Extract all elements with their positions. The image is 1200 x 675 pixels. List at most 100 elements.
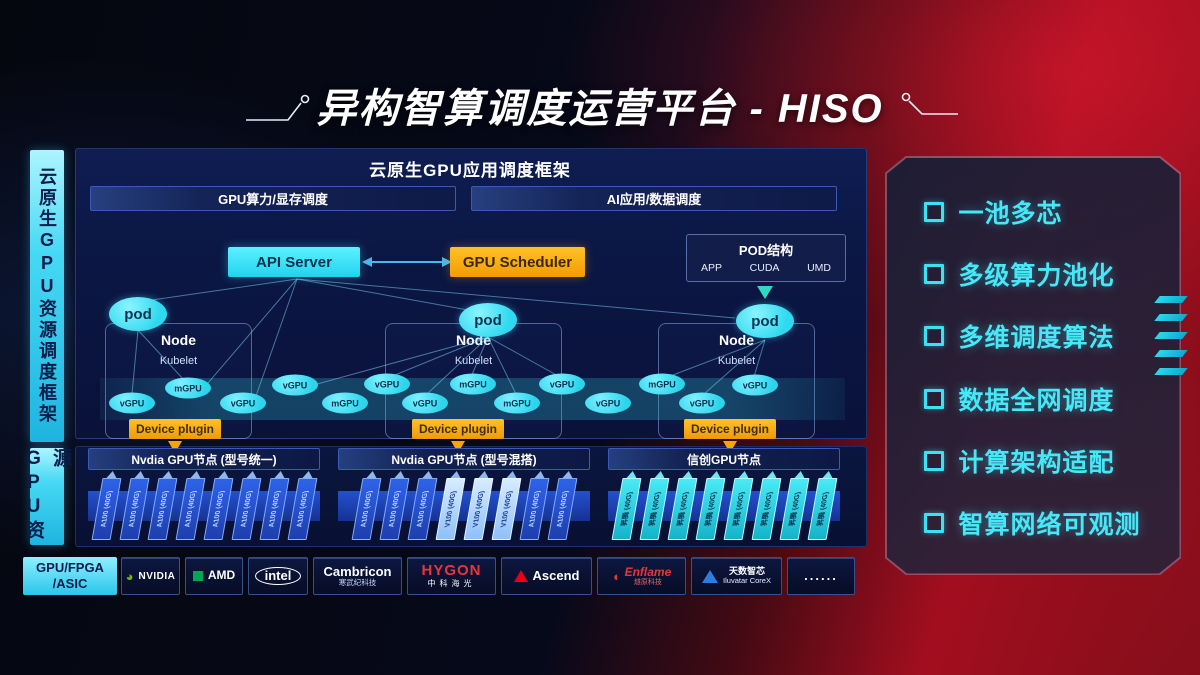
- gpu-card-label: A100 (40G): [359, 490, 373, 528]
- gpu-unit-ellipse: vGPU: [732, 374, 778, 396]
- chip-label-line2: /ASIC: [52, 576, 88, 591]
- device-plugin-1: Device plugin: [129, 419, 221, 439]
- gpu-card: V100 (40G): [435, 478, 465, 540]
- sidebar-gpu-resources: GPU资源: [23, 448, 71, 545]
- vendor-nvidia: ◕ NVIDIA: [121, 557, 180, 595]
- gpu-card-label: A100 (40G): [155, 490, 169, 528]
- gpu-unit-ellipse: vGPU: [679, 392, 725, 414]
- vendor-ascend: Ascend: [501, 557, 592, 595]
- iluvatar-logo-icon: [702, 569, 719, 583]
- gpu-card-label: 昇腾 (40G): [619, 491, 634, 527]
- gpu-card: 昇腾 (40G): [611, 478, 641, 540]
- vendor-cambricon: Cambricon 寒武纪科技: [313, 557, 402, 595]
- gpu-card: 昇腾 (40G): [695, 478, 725, 540]
- gpu-cards: 昇腾 (40G) 昇腾 (40G) 昇腾 (40G) 昇腾 (40G) 昇腾 (40G)…: [608, 478, 840, 540]
- square-bullet-icon: [923, 450, 944, 471]
- vendor-text: Cambricon 寒武纪科技: [324, 564, 392, 588]
- vendor-name: Enflame: [624, 564, 672, 579]
- gpu-card-label: 昇腾 (40G): [703, 491, 718, 527]
- vendor-text: NVIDIA: [138, 571, 175, 582]
- gpu-card-label: A100 (40G): [211, 490, 225, 528]
- panel-stripe-icon: [1154, 368, 1188, 375]
- feature-item: 一池多芯: [923, 194, 1170, 230]
- feature-item: 计算架构适配: [923, 443, 1170, 479]
- kubelet-label: Kubelet: [454, 355, 493, 367]
- gpu-card-label: A100 (40G): [415, 490, 429, 528]
- vendor-iluvatar: 天数智芯 Iluvatar CoreX: [691, 557, 782, 595]
- gpu-unit-ellipse: vGPU: [402, 392, 448, 414]
- gpu-card-label: 昇腾 (40G): [759, 491, 774, 527]
- vendor-name: 天数智芯: [728, 565, 765, 576]
- feature-list: 一池多芯 多级算力池化 多维调度算法 数据全网调度 计算架构适配 智算网络可观测: [923, 168, 1170, 568]
- feature-label: 多级算力池化: [958, 262, 1115, 291]
- pod-structure-title: POD结构: [738, 243, 794, 258]
- gpu-card: A100 (40G): [407, 478, 437, 540]
- enflame-logo-icon: ◖: [611, 568, 620, 584]
- gpu-card-label: 昇腾 (40G): [647, 491, 662, 527]
- gpu-card: 昇腾 (40G): [667, 478, 697, 540]
- device-plugin-3: Device plugin: [684, 419, 776, 439]
- square-bullet-icon: [923, 326, 944, 347]
- square-bullet-icon: [923, 201, 944, 222]
- gpu-card-label: 昇腾 (40G): [675, 491, 690, 527]
- ascend-logo-icon: [513, 570, 528, 582]
- vendor-text: 天数智芯 Iluvatar CoreX: [723, 565, 771, 585]
- gpu-unit-ellipse: vGPU: [109, 392, 155, 414]
- pod-item-app: APP: [701, 262, 723, 274]
- gpu-card-label: A100 (40G): [99, 490, 113, 528]
- vendor-subname: 中科海光: [427, 578, 476, 588]
- gpu-card: A100 (40G): [379, 478, 409, 540]
- gpu-card-label: A100 (40G): [555, 490, 569, 528]
- gpu-cards: A100 (40G) A100 (40G) A100 (40G) A100 (40G)…: [88, 478, 320, 540]
- gpu-compute-memory-scheduling-bar: GPU算力/显存调度: [90, 186, 456, 211]
- feature-label: 一池多芯: [958, 199, 1063, 228]
- vendor-name: NVIDIA: [138, 570, 176, 582]
- gpu-cards: A100 (40G) A100 (40G) A100 (40G) V100 (40G)…: [338, 478, 590, 540]
- gpu-group-uniform: Nvdia GPU节点 (型号统一) A100 (40G) A100 (40G) A…: [88, 448, 320, 540]
- vendor-name: intel: [254, 566, 302, 586]
- gpu-band: [338, 491, 590, 521]
- gpu-card: 昇腾 (40G): [779, 478, 809, 540]
- feature-item: 智算网络可观测: [923, 505, 1170, 541]
- framework-header: 云原生GPU应用调度框架: [369, 161, 571, 180]
- gpu-card: 昇腾 (40G): [751, 478, 781, 540]
- nvidia-logo-icon: ◕: [125, 568, 134, 584]
- gpu-scheduler-box: GPU Scheduler: [450, 247, 585, 277]
- gpu-card: A100 (40G): [175, 478, 205, 540]
- vendor-subname: 寒武纪科技: [338, 578, 377, 588]
- gpu-card: A100 (40G): [91, 478, 121, 540]
- gpu-card: A100 (40G): [203, 478, 233, 540]
- pod-ellipse-1: pod: [109, 297, 167, 331]
- kubelet-label: Kubelet: [159, 355, 198, 367]
- vendor-name: ......: [804, 567, 838, 583]
- panel-stripe-icon: [1154, 332, 1188, 339]
- vendor-enflame: ◖ Enflame 燧原科技: [597, 557, 686, 595]
- gpu-group-header: 信创GPU节点: [608, 448, 840, 470]
- gpu-card: A100 (40G): [259, 478, 289, 540]
- chip-label-line1: GPU/FPGA: [36, 560, 104, 576]
- vendor-text: ......: [804, 567, 838, 583]
- vendor-dots: ......: [787, 557, 855, 595]
- vendor-row: ◕ NVIDIA AMD intel Cambricon 寒武纪科技 HYGON 中科海光 As…: [121, 557, 855, 595]
- gpu-unit-ellipse: mGPU: [494, 392, 540, 414]
- amd-logo-icon: [192, 571, 203, 581]
- vendor-name: Ascend: [532, 567, 580, 583]
- gpu-group-header: Nvdia GPU节点 (型号混搭): [338, 448, 590, 470]
- node-label: Node: [161, 332, 196, 348]
- panel-stripe-icon: [1154, 314, 1188, 321]
- gpu-card-label: 昇腾 (40G): [787, 491, 802, 527]
- vendor-amd: AMD: [185, 557, 243, 595]
- gpu-card-label: A100 (40G): [527, 490, 541, 528]
- gpu-card: 昇腾 (40G): [639, 478, 669, 540]
- kubelet-label: Kubelet: [717, 355, 756, 367]
- gpu-unit-ellipse: mGPU: [450, 373, 496, 395]
- gpu-unit-ellipse: vGPU: [364, 373, 410, 395]
- feature-label: 数据全网调度: [958, 386, 1115, 415]
- feature-panel: 一池多芯 多级算力池化 多维调度算法 数据全网调度 计算架构适配 智算网络可观测: [885, 156, 1181, 575]
- feature-panel-inner: 一池多芯 多级算力池化 多维调度算法 数据全网调度 计算架构适配 智算网络可观测: [886, 157, 1180, 574]
- square-bullet-icon: [923, 388, 944, 409]
- vendor-hygon: HYGON 中科海光: [407, 557, 496, 595]
- gpu-unit-ellipse: vGPU: [272, 374, 318, 396]
- gpu-card: A100 (40G): [119, 478, 149, 540]
